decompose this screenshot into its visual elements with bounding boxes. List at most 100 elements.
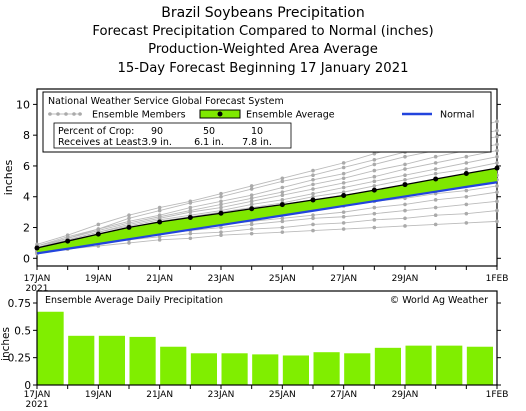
daily-precip-bar — [252, 354, 279, 385]
ensemble-member-point — [311, 222, 315, 227]
legend-normal-label: Normal — [440, 110, 474, 121]
ensemble-member-point — [219, 202, 223, 207]
x-tick-year: 2021 — [26, 284, 49, 294]
crop-row1-value: 10 — [251, 126, 263, 137]
daily-precip-bar — [129, 336, 156, 385]
crop-row1-value: 90 — [151, 126, 163, 137]
legend-members-point — [48, 112, 52, 116]
ensemble-average-point — [249, 206, 255, 212]
ensemble-member-point — [127, 216, 131, 221]
y-tick-label: 8 — [23, 129, 30, 142]
ensemble-member-point — [464, 202, 469, 207]
daily-precip-bar — [313, 352, 340, 385]
ensemble-member-point — [495, 148, 499, 153]
chart-title: Brazil Soybeans Precipitation — [161, 5, 365, 21]
bar-plot-frame — [36, 290, 498, 386]
daily-precip-bar — [466, 346, 493, 385]
chart-subtitle-2: Production-Weighted Area Average — [148, 42, 378, 58]
ensemble-member-point — [157, 208, 162, 213]
legend-members-point — [64, 112, 68, 116]
ensemble-member-point — [249, 227, 254, 231]
ensemble-average-point — [371, 187, 377, 193]
ensemble-member-point — [341, 227, 346, 231]
x-tick-label: 27JAN — [330, 274, 357, 284]
ensemble-average-point — [187, 215, 193, 221]
daily-precip-bar — [282, 355, 309, 385]
ensemble-member-point — [372, 225, 377, 230]
ensemble-member-point — [341, 176, 346, 181]
bar-x-tick-label: 25JAN — [269, 390, 296, 400]
ensemble-member-point — [280, 176, 285, 181]
ensemble-member-point — [341, 171, 346, 176]
ensemble-member-point — [372, 205, 377, 210]
ensemble-member-point — [464, 188, 469, 193]
ensemble-member-point — [403, 173, 407, 177]
y-tick-label: 0 — [23, 252, 30, 265]
ensemble-member-point — [433, 167, 438, 171]
ensemble-member-point — [249, 222, 254, 227]
ensemble-member-point — [280, 190, 285, 194]
bar-y-tick-label: 0 — [24, 380, 31, 392]
ensemble-member-point — [188, 210, 193, 214]
ensemble-member-point — [464, 211, 469, 216]
ensemble-member-point — [341, 165, 346, 170]
ensemble-member-line — [36, 156, 498, 248]
bar-x-tick-year: 2021 — [26, 400, 49, 410]
ensemble-member-point — [372, 218, 377, 222]
ensemble-member-point — [341, 181, 346, 185]
ensemble-member-point — [341, 210, 346, 214]
ensemble-member-point — [495, 134, 499, 139]
ensemble-member-point — [372, 179, 377, 184]
bar-x-tick-label: 21JAN — [146, 390, 173, 400]
ensemble-member-point — [249, 196, 254, 201]
ensemble-average-point — [218, 210, 224, 216]
legend-members-point — [56, 112, 60, 116]
ensemble-member-point — [311, 187, 315, 191]
legend-ensemble-point — [217, 111, 223, 117]
ensemble-member-point — [219, 191, 223, 196]
ensemble-average-point — [34, 245, 40, 251]
ensemble-member-point — [219, 205, 223, 210]
ensemble-member-point — [495, 128, 499, 133]
ensemble-member-point — [157, 205, 162, 210]
ensemble-member-point — [127, 213, 131, 218]
x-tick-label: 19JAN — [85, 274, 112, 284]
ensemble-member-point — [433, 205, 438, 210]
ensemble-member-point — [341, 214, 346, 219]
ensemble-member-point — [249, 187, 254, 191]
daily-precip-bar — [160, 346, 187, 385]
ensemble-member-point — [464, 167, 469, 171]
ensemble-member-point — [372, 184, 377, 188]
bar-x-tick-label: 29JAN — [392, 390, 419, 400]
y-tick-label: 2 — [23, 222, 30, 235]
ensemble-member-point — [249, 193, 254, 197]
crop-row2-value: 6.1 in. — [194, 137, 224, 148]
chart-subtitle: Forecast Precipitation Compared to Norma… — [92, 23, 434, 39]
ensemble-member-point — [280, 216, 285, 221]
ensemble-average-point — [494, 165, 500, 171]
ensemble-member-point — [403, 224, 407, 228]
ensemble-member-point — [127, 241, 131, 245]
ensemble-member-line — [36, 136, 498, 247]
daily-precip-bar — [344, 353, 371, 385]
ensemble-member-point — [433, 171, 438, 176]
ensemble-member-point — [372, 151, 377, 156]
daily-precip-bar — [190, 353, 217, 385]
ensemble-member-point — [341, 161, 346, 165]
ensemble-average-point — [95, 231, 101, 237]
ensemble-member-point — [311, 168, 315, 173]
ensemble-member-point — [372, 211, 377, 216]
bar-y-tick-label: 0.25 — [8, 353, 31, 365]
ensemble-member-point — [280, 219, 285, 224]
ensemble-member-point — [495, 119, 499, 124]
normal-line — [36, 181, 498, 255]
legend-members-label: Ensemble Members — [92, 110, 186, 121]
ensemble-member-point — [311, 178, 315, 182]
daily-precip-bar — [221, 353, 248, 385]
ensemble-member-point — [403, 178, 407, 182]
legend-ensemble-label: Ensemble Average — [246, 110, 335, 121]
bar-y-axis-label: inches — [0, 327, 12, 361]
ensemble-member-point — [311, 182, 315, 187]
ensemble-member-point — [433, 161, 438, 165]
